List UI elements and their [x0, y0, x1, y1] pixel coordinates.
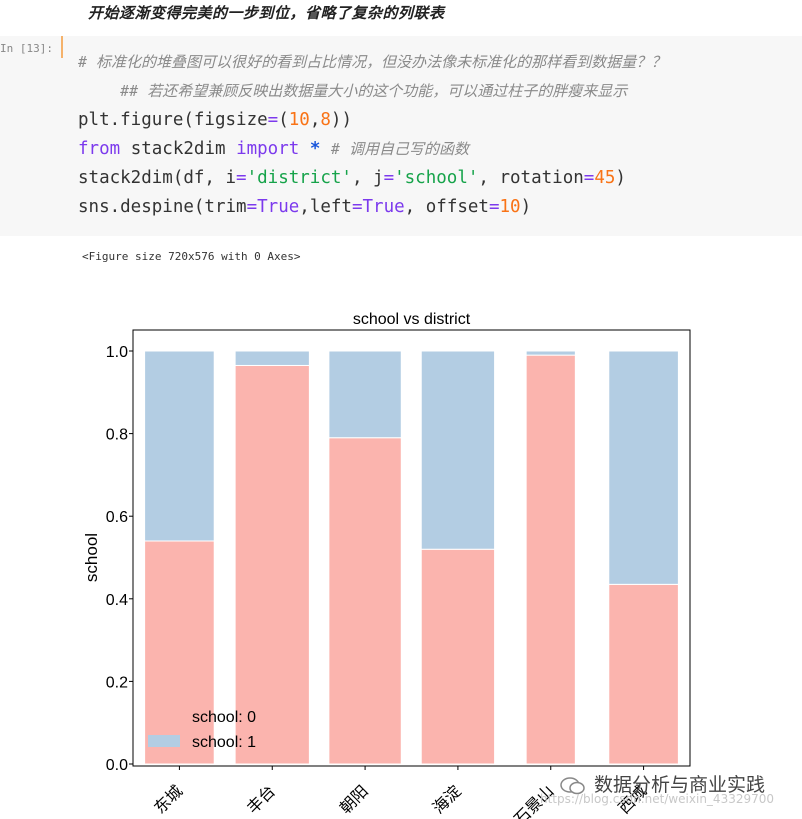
code-token: , rotation — [478, 168, 584, 188]
code-token: = — [351, 197, 363, 217]
legend-swatch — [148, 735, 180, 747]
y-tick-label: 0.0 — [106, 757, 128, 774]
code-editor[interactable]: # 标准化的堆叠图可以很好的看到占比情况，但没办法像未标准化的那样看到数据量？？… — [78, 48, 666, 222]
bar-school-0 — [608, 583, 679, 765]
bar-school-1 — [525, 350, 576, 356]
code-token: 10 — [288, 110, 310, 130]
legend-swatch — [148, 710, 180, 722]
bar-school-0 — [234, 364, 310, 765]
code-token: 'district' — [246, 168, 352, 188]
code-line: # 标准化的堆叠图可以很好的看到占比情况，但没办法像未标准化的那样看到数据量？？ — [78, 48, 666, 77]
code-line: ## 若还希望兼顾反映出数据量大小的这个功能，可以通过柱子的胖瘦来显示 — [78, 77, 666, 106]
code-token: = — [583, 168, 595, 188]
code-token: , — [309, 110, 321, 130]
markdown-heading: 开始逐渐变得完美的一步到位，省略了复杂的列联表 — [88, 4, 445, 22]
y-tick-label: 0.8 — [106, 427, 128, 444]
code-line: from stack2dim import * # 调用自己写的函数 — [78, 135, 666, 164]
bar-school-0 — [525, 354, 576, 765]
code-token: )) — [330, 110, 352, 130]
bar-school-0 — [420, 548, 496, 765]
code-token: = — [246, 197, 258, 217]
code-token: # 标准化的堆叠图可以很好的看到占比情况，但没办法像未标准化的那样看到数据量？？ — [78, 53, 667, 71]
y-axis-label: school — [82, 533, 101, 582]
x-tick-label: 朝阳 — [337, 782, 372, 817]
code-token: # 调用自己写的函数 — [330, 140, 469, 158]
code-token: = — [236, 168, 247, 188]
code-line: stack2dim(df, i='district', j='school', … — [78, 164, 666, 193]
code-cell[interactable]: In [13]: # 标准化的堆叠图可以很好的看到占比情况，但没办法像未标准化的… — [0, 36, 802, 236]
code-token: ) — [615, 168, 626, 188]
code-token: 10 — [499, 197, 521, 217]
x-tick-label: 丰台 — [244, 782, 279, 817]
bar-school-0 — [328, 437, 402, 765]
output-text: <Figure size 720x576 with 0 Axes> — [82, 250, 301, 263]
code-token: = — [383, 168, 395, 188]
bar-school-1 — [144, 350, 215, 542]
code-token: = — [488, 197, 500, 217]
legend-label: school: 1 — [192, 734, 256, 751]
code-token: import — [236, 139, 300, 159]
bar-school-1 — [328, 350, 402, 439]
code-token: 45 — [594, 168, 616, 188]
y-tick-label: 0.2 — [106, 674, 128, 691]
code-token: , j — [351, 168, 384, 188]
code-line: sns.despine(trim=True,left=True, offset=… — [78, 193, 666, 222]
code-token: = — [267, 110, 279, 130]
x-tick-label: 东城 — [151, 782, 186, 817]
code-token: 'school' — [394, 168, 479, 188]
wechat-icon — [560, 777, 585, 795]
code-token: ## 若还希望兼顾反映出数据量大小的这个功能，可以通过柱子的胖瘦来显示 — [120, 82, 628, 100]
y-tick-label: 1.0 — [106, 344, 128, 361]
chart-title: school vs district — [353, 311, 471, 328]
code-token: True — [257, 197, 300, 217]
bar-school-1 — [608, 350, 679, 585]
bar-school-0 — [144, 540, 215, 765]
bar-school-1 — [420, 350, 496, 550]
code-token: stack2dim(df, i — [78, 168, 237, 188]
code-token: from — [78, 139, 121, 159]
x-tick-label: 海淀 — [429, 782, 464, 817]
code-token: ( — [278, 110, 289, 130]
code-token: plt.figure(figsize — [78, 110, 268, 130]
code-token: , offset — [404, 197, 489, 217]
code-token: sns.despine(trim — [78, 197, 247, 217]
code-token: stack2dim — [120, 139, 237, 159]
code-token: * — [309, 139, 321, 159]
code-token: True — [362, 197, 405, 217]
plot-frame — [132, 329, 691, 767]
code-line: plt.figure(figsize=(10,8)) — [78, 106, 666, 135]
bar-school-1 — [234, 350, 310, 366]
legend-label: school: 0 — [192, 709, 256, 726]
watermark-url: https://blog.csdn.net/weixin_43329700 — [540, 792, 775, 806]
watermark-text: 数据分析与商业实践 — [594, 774, 766, 796]
y-tick-label: 0.4 — [106, 592, 128, 609]
y-tick-label: 0.6 — [106, 509, 128, 526]
code-token: 8 — [320, 110, 331, 130]
code-token: ,left — [299, 197, 352, 217]
cell-selection-bar — [61, 36, 63, 58]
code-token: ) — [520, 197, 532, 217]
cell-prompt: In [13]: — [0, 42, 53, 55]
